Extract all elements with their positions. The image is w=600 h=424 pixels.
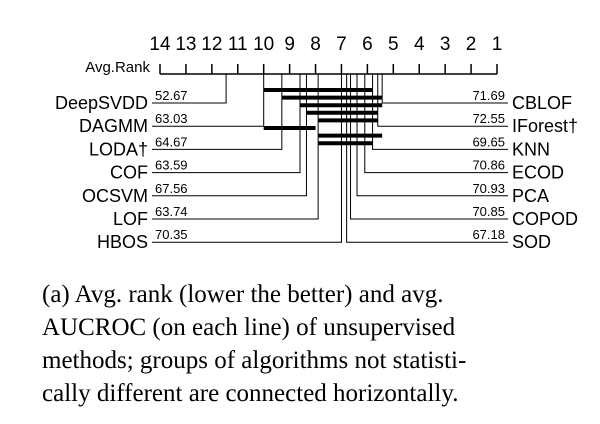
- aucroc-label: 64.67: [155, 134, 188, 149]
- tick-label: 1: [492, 34, 503, 55]
- method-name: DeepSVDD: [55, 93, 148, 113]
- aucroc-label: 71.69: [472, 88, 505, 103]
- method-name: LOF: [113, 209, 148, 229]
- caption-line: cally different are connected horizontal…: [42, 380, 458, 407]
- caption-line: (a) Avg. rank (lower the better) and avg…: [42, 281, 443, 308]
- tick-label: 13: [175, 34, 196, 55]
- aucroc-label: 70.86: [472, 158, 505, 173]
- aucroc-label: 69.65: [472, 134, 505, 149]
- tick-label: 4: [414, 34, 425, 55]
- rank-connector: [152, 74, 342, 243]
- method-name: HBOS: [97, 232, 148, 252]
- aucroc-label: 63.03: [155, 111, 188, 126]
- method-name: COF: [110, 163, 148, 183]
- axis-label: Avg.Rank: [85, 59, 150, 76]
- aucroc-label: 52.67: [155, 88, 188, 103]
- rank-connector: [152, 74, 265, 127]
- rank-connector: [381, 74, 508, 104]
- aucroc-label: 70.35: [155, 227, 188, 242]
- caption-line: AUCROC (on each line) of unsupervised: [42, 314, 456, 341]
- tick-label: 7: [336, 34, 347, 55]
- method-name: OCSVM: [82, 186, 148, 206]
- method-name: IForest†: [512, 116, 578, 136]
- method-name: KNN: [512, 139, 550, 159]
- method-name: ECOD: [512, 163, 564, 183]
- aucroc-label: 70.93: [472, 181, 505, 196]
- tick-label: 11: [228, 34, 248, 55]
- tick-label: 9: [284, 34, 295, 55]
- rank-connector: [152, 74, 283, 150]
- method-name: LODA†: [89, 139, 148, 159]
- aucroc-label: 70.85: [472, 204, 505, 219]
- method-name: SOD: [512, 232, 551, 252]
- tick-label: 12: [201, 34, 222, 55]
- tick-label: 8: [310, 34, 321, 55]
- tick-label: 14: [149, 34, 171, 55]
- rank-connector: [346, 74, 508, 243]
- method-name: COPOD: [512, 209, 578, 229]
- tick-label: 10: [253, 34, 274, 55]
- aucroc-label: 67.18: [472, 227, 505, 242]
- caption-line: methods; groups of algorithms not statis…: [42, 347, 466, 374]
- tick-label: 6: [362, 34, 373, 55]
- aucroc-label: 63.59: [155, 158, 188, 173]
- rank-connector: [152, 74, 227, 104]
- aucroc-label: 72.55: [472, 111, 505, 126]
- tick-label: 2: [466, 34, 477, 55]
- method-name: PCA: [512, 186, 549, 206]
- rank-connector: [377, 74, 508, 127]
- tick-label: 3: [440, 34, 451, 55]
- aucroc-label: 63.74: [155, 204, 188, 219]
- method-name: CBLOF: [512, 93, 572, 113]
- method-name: DAGMM: [79, 116, 148, 136]
- rank-connector: [152, 74, 307, 197]
- aucroc-label: 67.56: [155, 181, 188, 196]
- tick-label: 5: [388, 34, 399, 55]
